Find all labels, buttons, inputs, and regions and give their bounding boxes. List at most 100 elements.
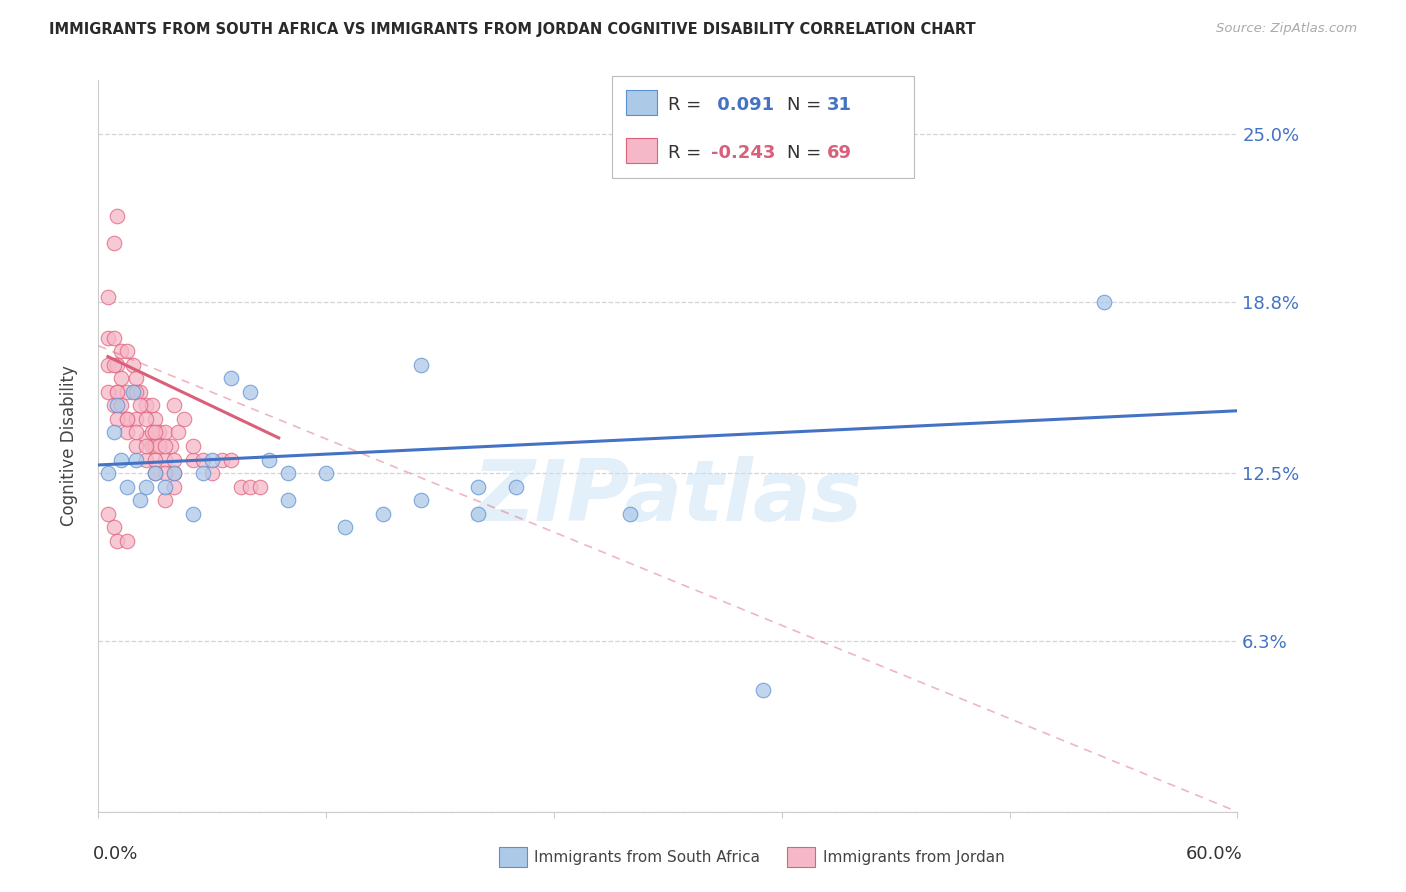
- Point: [115, 425, 138, 440]
- Point: [505, 480, 527, 494]
- Point: [107, 412, 129, 426]
- Point: [467, 480, 489, 494]
- Point: [335, 520, 357, 534]
- Point: [125, 439, 148, 453]
- Point: [135, 412, 157, 426]
- Point: [201, 466, 224, 480]
- Text: R =: R =: [668, 95, 707, 113]
- Point: [153, 425, 176, 440]
- Point: [103, 520, 125, 534]
- Text: Immigrants from South Africa: Immigrants from South Africa: [534, 850, 761, 864]
- Point: [135, 398, 157, 412]
- Point: [125, 452, 148, 467]
- Point: [145, 412, 167, 426]
- Point: [167, 425, 190, 440]
- Point: [141, 439, 163, 453]
- Point: [97, 384, 120, 399]
- Point: [115, 480, 138, 494]
- Point: [115, 412, 138, 426]
- Point: [211, 452, 233, 467]
- Point: [467, 507, 489, 521]
- Point: [125, 371, 148, 385]
- Point: [107, 209, 129, 223]
- Text: -0.243: -0.243: [711, 144, 776, 161]
- Point: [145, 439, 167, 453]
- Point: [97, 358, 120, 372]
- Point: [145, 452, 167, 467]
- Point: [153, 439, 176, 453]
- Point: [411, 493, 433, 508]
- Point: [125, 412, 148, 426]
- Point: [153, 466, 176, 480]
- Point: [141, 425, 163, 440]
- Point: [148, 425, 170, 440]
- Point: [183, 452, 205, 467]
- Point: [103, 235, 125, 250]
- Point: [110, 452, 132, 467]
- Point: [129, 384, 152, 399]
- Point: [239, 384, 262, 399]
- Point: [103, 425, 125, 440]
- Point: [163, 480, 186, 494]
- Point: [1094, 295, 1116, 310]
- Point: [145, 425, 167, 440]
- Point: [411, 358, 433, 372]
- Point: [97, 290, 120, 304]
- Text: 69: 69: [827, 144, 852, 161]
- Point: [163, 466, 186, 480]
- Point: [103, 398, 125, 412]
- Point: [97, 466, 120, 480]
- Text: Immigrants from Jordan: Immigrants from Jordan: [823, 850, 1004, 864]
- Point: [619, 507, 641, 521]
- Text: 31: 31: [827, 95, 852, 113]
- Point: [163, 452, 186, 467]
- Point: [153, 480, 176, 494]
- Point: [115, 533, 138, 548]
- Point: [191, 452, 214, 467]
- Point: [148, 439, 170, 453]
- Y-axis label: Cognitive Disability: Cognitive Disability: [59, 366, 77, 526]
- Text: 0.091: 0.091: [711, 95, 775, 113]
- Point: [141, 398, 163, 412]
- Text: 0.0%: 0.0%: [93, 845, 138, 863]
- Text: 60.0%: 60.0%: [1187, 845, 1243, 863]
- Point: [371, 507, 394, 521]
- Point: [115, 384, 138, 399]
- Point: [121, 358, 143, 372]
- Point: [103, 331, 125, 345]
- Point: [159, 439, 181, 453]
- Point: [107, 398, 129, 412]
- Point: [183, 507, 205, 521]
- Point: [103, 358, 125, 372]
- Point: [173, 412, 195, 426]
- Point: [191, 466, 214, 480]
- Point: [110, 371, 132, 385]
- Point: [183, 439, 205, 453]
- Point: [125, 425, 148, 440]
- Point: [125, 384, 148, 399]
- Point: [221, 452, 243, 467]
- Text: N =: N =: [787, 144, 827, 161]
- Point: [135, 431, 157, 445]
- Point: [135, 439, 157, 453]
- Text: ZIPatlas: ZIPatlas: [472, 456, 863, 539]
- Point: [110, 344, 132, 359]
- Point: [239, 480, 262, 494]
- Point: [229, 480, 252, 494]
- Point: [315, 466, 337, 480]
- Point: [115, 344, 138, 359]
- Point: [107, 384, 129, 399]
- Point: [145, 466, 167, 480]
- Point: [129, 493, 152, 508]
- Point: [277, 466, 299, 480]
- Text: Source: ZipAtlas.com: Source: ZipAtlas.com: [1216, 22, 1357, 36]
- Text: N =: N =: [787, 95, 827, 113]
- Point: [752, 682, 775, 697]
- Point: [249, 480, 271, 494]
- Point: [135, 480, 157, 494]
- Point: [107, 358, 129, 372]
- Point: [97, 507, 120, 521]
- Point: [153, 493, 176, 508]
- Point: [135, 452, 157, 467]
- Point: [110, 398, 132, 412]
